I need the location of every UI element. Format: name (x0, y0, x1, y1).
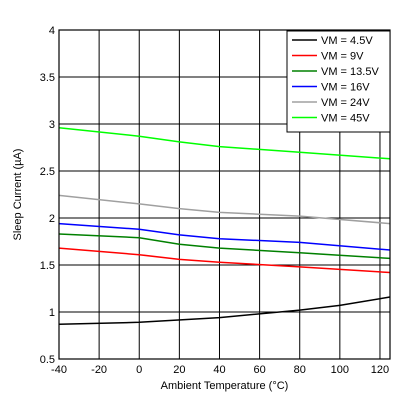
plot-frame (58, 29, 391, 360)
y-tick-label: 2 (49, 213, 55, 225)
x-tick-label: 100 (331, 364, 349, 376)
legend-label: VM = 9V (321, 51, 364, 63)
y-tick-label: 4 (49, 25, 55, 37)
series-lines (58, 127, 391, 325)
y-tick-label: 2.5 (40, 166, 55, 178)
x-tick-label: 60 (253, 364, 265, 376)
y-tick-label: 0.5 (40, 354, 55, 366)
y-tick-label: 3 (49, 119, 55, 131)
x-tick-label: -20 (91, 364, 107, 376)
series-line (58, 222, 391, 251)
x-tick-label: 20 (173, 364, 185, 376)
y-tick-label: 1.5 (40, 260, 55, 272)
x-tick-label: 80 (294, 364, 306, 376)
legend-box (286, 30, 391, 133)
series-line (58, 233, 391, 260)
legend-label: VM = 13.5V (321, 66, 379, 78)
x-tick-label: 40 (213, 364, 225, 376)
x-axis-ticks: -40 -20 0 20 40 60 80 100 120 (51, 364, 389, 376)
x-tick-label: 120 (371, 364, 389, 376)
series-line (58, 127, 391, 160)
x-tick-label: 0 (136, 364, 142, 376)
legend-label: VM = 4.5V (321, 35, 373, 47)
x-tick-label: -40 (51, 364, 67, 376)
legend: VM = 4.5V VM = 9V VM = 13.5V VM = 16V VM = 2… (286, 30, 391, 133)
y-tick-label: 3.5 (40, 72, 55, 84)
x-axis-title: Ambient Temperature (°C) (161, 380, 289, 392)
y-tick-label: 1 (49, 307, 55, 319)
series-line (58, 296, 391, 325)
y-axis-title: Sleep Current (µA) (12, 149, 24, 241)
y-axis-ticks: 0.5 1 1.5 2 2.5 3 3.5 4 (40, 25, 55, 366)
series-line (58, 247, 391, 274)
legend-label: VM = 45V (321, 113, 370, 125)
series-line (58, 194, 391, 225)
legend-label: VM = 24V (321, 97, 370, 109)
legend-label: VM = 16V (321, 82, 370, 94)
